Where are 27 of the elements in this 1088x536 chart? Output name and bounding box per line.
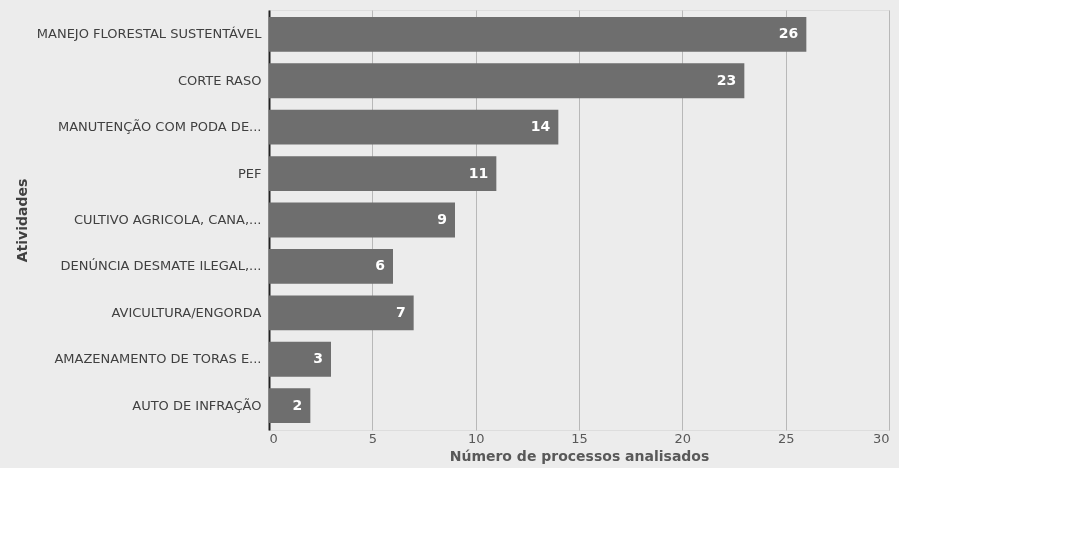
y-tick-label: PEF bbox=[237, 165, 262, 181]
x-tick-label: 30 bbox=[872, 430, 890, 446]
data-label: 3 bbox=[313, 350, 323, 367]
y-tick-label: CULTIVO AGRICOLA, CANA,... bbox=[73, 212, 262, 227]
y-tick-label: AMAZENAMENTO DE TORAS E... bbox=[54, 351, 262, 367]
data-label: 23 bbox=[716, 71, 737, 88]
data-label: 2 bbox=[292, 396, 303, 413]
data-label: 11 bbox=[468, 164, 489, 181]
x-tick-label: 25 bbox=[777, 430, 795, 446]
y-tick-label: MANUTENÇÃO COM PODA DE... bbox=[58, 119, 262, 135]
y-tick-label: AVICULTURA/ENGORDA bbox=[111, 304, 262, 320]
y-tick-label: AUTO DE INFRAÇÃO bbox=[132, 397, 262, 413]
x-tick-label: 10 bbox=[467, 430, 485, 446]
y-tick-label: DENÚNCIA DESMATE ILEGAL,... bbox=[60, 258, 262, 274]
data-label: 6 bbox=[375, 257, 385, 274]
x-axis-title: Número de processos analisados bbox=[449, 447, 710, 464]
data-label: 14 bbox=[530, 118, 551, 135]
y-tick-label: CORTE RASO bbox=[177, 72, 262, 88]
data-label: 9 bbox=[437, 211, 447, 227]
data-label: 7 bbox=[395, 303, 406, 320]
y-tick-label: MANEJO FLORESTAL SUSTENTÁVEL bbox=[36, 26, 263, 42]
x-tick-label: 5 bbox=[368, 430, 377, 446]
x-tick-label: 0 bbox=[269, 430, 278, 446]
y-axis-title: Atividades bbox=[13, 178, 30, 263]
x-tick-label: 15 bbox=[571, 430, 588, 446]
x-tick-label: 20 bbox=[674, 430, 692, 446]
data-label: 26 bbox=[778, 25, 799, 42]
